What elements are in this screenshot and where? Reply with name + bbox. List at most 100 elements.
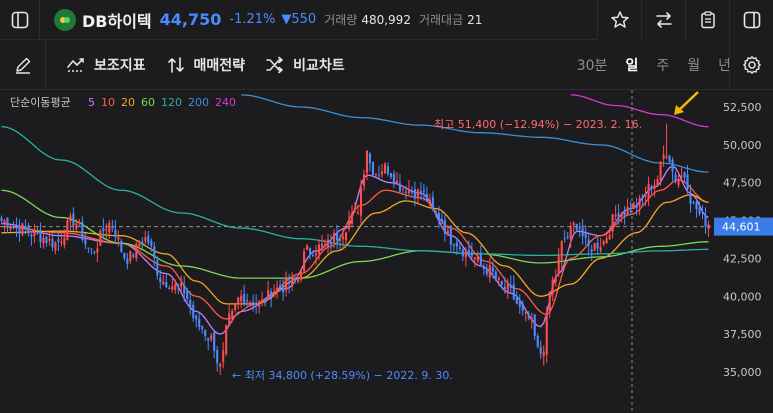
panel-toggle-icon[interactable] xyxy=(729,0,773,40)
candle xyxy=(282,279,285,301)
change-amount: ▼550 xyxy=(281,12,317,27)
candle xyxy=(90,248,93,255)
period-30min[interactable]: 30분 xyxy=(576,58,608,74)
sidebar-toggle-icon[interactable] xyxy=(0,0,40,40)
candle xyxy=(626,198,629,216)
candle xyxy=(698,201,701,217)
candle xyxy=(78,218,81,226)
candle xyxy=(437,205,440,229)
candle xyxy=(692,200,695,205)
candle xyxy=(350,205,354,227)
compare-button[interactable]: 비교차트 xyxy=(265,55,345,75)
candle xyxy=(27,222,30,237)
candle xyxy=(392,170,395,189)
candle xyxy=(536,333,539,349)
candle xyxy=(659,161,662,186)
candle xyxy=(237,296,240,310)
candle xyxy=(21,222,24,237)
stock-name[interactable]: DB하이텍 xyxy=(82,11,152,31)
strategy-button[interactable]: 매매전략 xyxy=(166,55,246,75)
settings-gear-icon[interactable] xyxy=(729,40,773,90)
candle xyxy=(150,238,153,252)
candle xyxy=(551,276,554,302)
candle xyxy=(410,186,413,196)
candle xyxy=(668,154,671,163)
price-chart[interactable]: 단순이동평균 5 10 20 60 120 200 240 52,500 50,000 47,5… xyxy=(0,90,773,413)
ma-legend-200: 200 xyxy=(188,96,209,109)
candle xyxy=(255,294,258,314)
candle xyxy=(353,202,357,213)
candle xyxy=(198,313,201,331)
candle xyxy=(557,247,560,278)
candle xyxy=(120,238,123,253)
candle xyxy=(632,201,635,210)
period-week[interactable]: 주 xyxy=(656,58,670,74)
candle xyxy=(407,180,410,196)
candle xyxy=(54,241,57,255)
candle xyxy=(6,217,9,233)
candle xyxy=(377,165,381,181)
candle xyxy=(270,288,273,308)
candle xyxy=(165,274,168,288)
period-month[interactable]: 월 xyxy=(687,58,701,74)
candle xyxy=(539,340,542,359)
candle xyxy=(371,161,375,178)
candle xyxy=(533,314,536,341)
clipboard-icon[interactable] xyxy=(685,0,729,40)
candle xyxy=(446,224,449,237)
candle xyxy=(584,225,587,246)
strategy-label: 매매전략 xyxy=(193,57,246,74)
change-rate: -1.21% xyxy=(229,12,276,27)
candle xyxy=(294,276,297,284)
candle xyxy=(662,145,665,167)
candle xyxy=(66,217,69,241)
candle xyxy=(297,274,300,284)
candle xyxy=(512,275,515,301)
swap-arrows-icon[interactable] xyxy=(641,0,685,40)
candle xyxy=(677,172,680,188)
candle xyxy=(63,229,66,249)
candle xyxy=(117,230,120,247)
y-tick-label: 37,500 xyxy=(723,328,762,341)
candle xyxy=(273,284,276,298)
candle xyxy=(132,253,135,259)
candle xyxy=(30,232,33,246)
volume-label: 거래량 xyxy=(324,13,358,27)
candle xyxy=(129,250,132,265)
ma-legend-120: 120 xyxy=(161,96,182,109)
candle xyxy=(246,293,249,308)
price-axis: 52,50050,00047,50045,00042,50040,00037,5… xyxy=(723,101,762,379)
candle xyxy=(602,240,605,247)
candle xyxy=(329,234,333,252)
period-day[interactable]: 일 xyxy=(625,58,639,74)
y-tick-label: 40,000 xyxy=(723,290,762,303)
candle xyxy=(542,345,545,366)
drawing-pen-icon[interactable] xyxy=(0,39,46,90)
candle xyxy=(72,207,75,232)
candle xyxy=(87,247,90,253)
candle xyxy=(93,250,96,256)
y-tick-label: 50,000 xyxy=(723,139,762,152)
candle xyxy=(264,297,267,307)
candle xyxy=(515,290,518,305)
candle xyxy=(362,169,366,192)
candle xyxy=(141,237,144,249)
ma10-line xyxy=(1,179,709,320)
candle xyxy=(279,279,282,292)
candle xyxy=(347,210,351,232)
candle xyxy=(192,300,195,322)
period-year[interactable]: 년 xyxy=(718,58,731,74)
candle xyxy=(18,219,21,242)
candle xyxy=(300,269,303,283)
ma200-line xyxy=(241,94,709,173)
favorite-star-icon[interactable] xyxy=(597,0,641,40)
ma-legend: 단순이동평균 5 10 20 60 120 200 240 xyxy=(10,96,236,109)
ma-legend-10: 10 xyxy=(101,96,115,109)
candle xyxy=(434,209,437,217)
candle xyxy=(285,271,288,297)
candle xyxy=(306,243,309,251)
indicator-button[interactable]: 보조지표 xyxy=(66,55,146,75)
stock-price: 44,750 xyxy=(159,10,222,29)
highlight-arrow-icon xyxy=(674,91,699,115)
candle xyxy=(368,152,372,172)
